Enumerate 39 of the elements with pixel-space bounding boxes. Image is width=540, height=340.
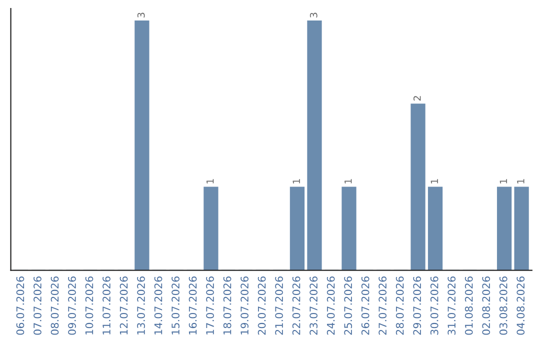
data-label: 2 [413, 96, 421, 101]
x-tick-label: 24.07.2026 [326, 276, 335, 335]
x-tick-label: 06.07.2026 [16, 276, 24, 335]
data-label: 1 [206, 179, 214, 184]
data-label: 3 [137, 12, 145, 18]
x-tick-label: 18.07.2026 [223, 276, 232, 334]
x-tick-label: 07.07.2026 [34, 276, 42, 335]
x-tick-label: 30.07.2026 [430, 276, 438, 335]
x-tick-label: 17.07.2026 [206, 276, 214, 334]
x-tick-label: 15.07.2026 [172, 276, 180, 334]
x-tick-label: 14.07.2026 [154, 276, 162, 334]
x-tick-label: 31.07.2026 [448, 276, 456, 335]
data-label: 1 [292, 179, 300, 184]
x-tick-label: 12.07.2026 [120, 276, 128, 334]
x-tick-label: 04.08.2026 [516, 276, 525, 335]
data-label: 1 [344, 179, 352, 184]
x-tick-label: 20.07.2026 [258, 276, 266, 335]
x-tick-label: 03.08.2026 [499, 276, 508, 335]
x-tick-label: 09.07.2026 [68, 276, 76, 335]
x-tick-label: 23.07.2026 [310, 276, 318, 335]
data-label: 1 [517, 179, 524, 184]
x-tick-label: 13.07.2026 [137, 276, 145, 334]
x-tick-label: 19.07.2026 [240, 276, 248, 334]
x-tick-label: 29.07.2026 [413, 276, 422, 335]
data-label: 3 [310, 12, 318, 18]
x-tick-label: 28.07.2026 [396, 276, 404, 335]
x-tick-label: 16.07.2026 [188, 276, 197, 334]
x-tick-label: 22.07.2026 [292, 276, 300, 335]
x-tick-label: 21.07.2026 [275, 276, 283, 335]
x-tick-label: 25.07.2026 [344, 276, 352, 335]
x-tick-label: 02.08.2026 [482, 276, 490, 335]
data-label: 1 [500, 179, 507, 184]
data-label: 1 [430, 179, 438, 184]
x-tick-label: 11.07.2026 [102, 276, 110, 334]
x-tick-label: 10.07.2026 [85, 276, 94, 334]
x-tick-label: 08.07.2026 [50, 276, 59, 335]
x-tick-label: 01.08.2026 [464, 276, 473, 335]
x-tick-label: 27.07.2026 [378, 276, 387, 335]
x-tick-label: 26.07.2026 [361, 276, 370, 335]
